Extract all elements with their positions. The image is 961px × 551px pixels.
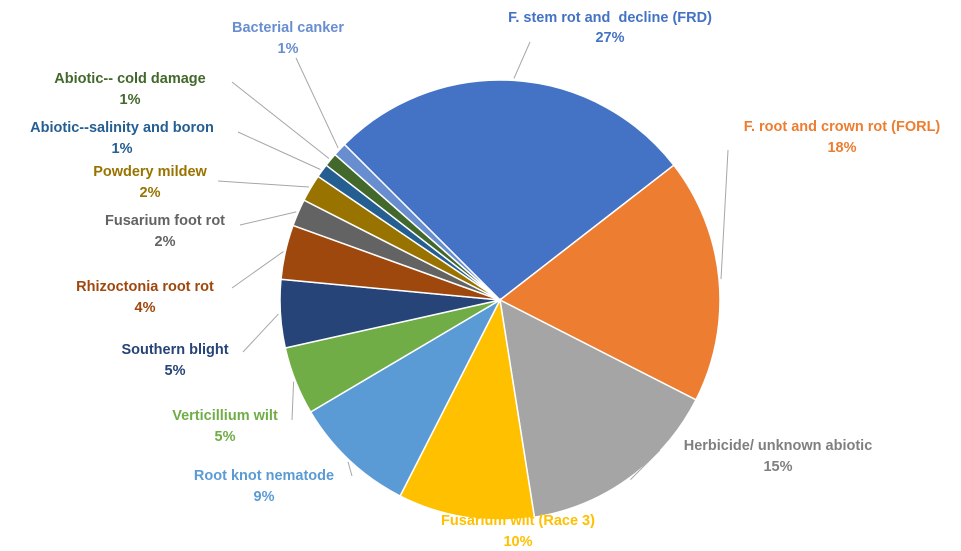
slice-label: Abiotic-- cold damage [54, 71, 205, 87]
pie-slice [399, 297, 536, 521]
slice-percent: 5% [165, 363, 186, 379]
slice-percent: 5% [215, 429, 236, 445]
leader-line [231, 81, 330, 159]
slice-percent: 9% [254, 489, 275, 505]
slice-label: F. root and crown rot (FORL) [744, 119, 941, 135]
slice-percent: 2% [140, 185, 161, 201]
slice-label: Southern blight [121, 342, 228, 358]
slice-percent: 4% [135, 300, 156, 316]
leader-line [630, 449, 661, 480]
slice-percent: 1% [112, 141, 133, 157]
slice-label: Abiotic--salinity and boron [30, 120, 214, 136]
slice-percent: 10% [503, 534, 532, 550]
slice-label: Rhizoctonia root rot [76, 279, 214, 295]
slice-percent: 27% [595, 30, 624, 46]
slice-percent: 2% [155, 234, 176, 250]
leader-line [242, 313, 279, 353]
slice-label: Fusarium foot rot [105, 213, 225, 229]
slice-percent: 15% [763, 459, 792, 475]
leader-line [231, 251, 284, 289]
leader-line [217, 180, 309, 188]
leader-line [239, 211, 297, 226]
pie-slice [498, 164, 721, 401]
slice-label: Fusarium wilt (Race 3) [441, 513, 595, 529]
slice-label: Bacterial canker [232, 20, 344, 36]
slice-percent: 1% [278, 41, 299, 57]
pie-slice [333, 143, 501, 301]
slice-label: F. stem rot and decline (FRD) [508, 10, 712, 26]
pie-slice [309, 298, 502, 498]
leader-line [295, 57, 339, 149]
slice-label: Powdery mildew [93, 164, 207, 180]
slice-label: Herbicide/ unknown abiotic [684, 438, 873, 454]
leader-line [291, 381, 295, 421]
leader-line [720, 149, 729, 280]
leader-line [513, 41, 531, 79]
slice-percent: 1% [120, 92, 141, 108]
leader-line [237, 131, 321, 170]
leader-line [347, 461, 353, 477]
slice-label: Verticillium wilt [172, 408, 278, 424]
slice-percent: 18% [827, 140, 856, 156]
pie-slice [343, 79, 675, 301]
slice-label: Root knot nematode [194, 468, 334, 484]
